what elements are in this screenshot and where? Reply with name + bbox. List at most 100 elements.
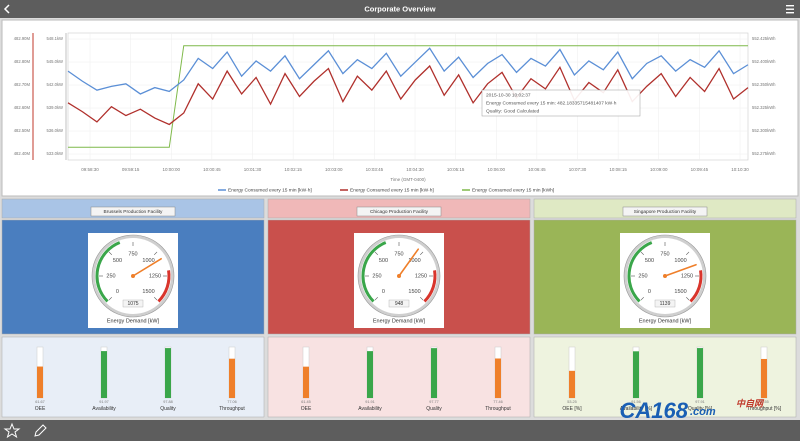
kpi-panel [267,336,531,418]
gauge-value: 1075 [127,301,138,307]
gauge-needle [664,263,697,277]
gauge-band [689,270,703,303]
kpi-label: Availability [358,406,382,412]
kpi-label: OEE [35,406,46,412]
y-axis-label: 552.325kWh [752,105,776,110]
gauge-tick [686,251,690,255]
y-axis-label: 482.40M [14,151,31,156]
gauge-band [627,241,653,303]
facility-title-box [90,206,176,217]
facility-title-box [622,206,708,217]
gauge-band [95,241,121,303]
kpi-value: 91.91 [365,400,375,404]
kpi-value: 76.55 [759,400,769,404]
gauge-label: Energy Demand [kW] [107,318,160,324]
legend-label: Energy Consumed every 15 min [kW·h] [350,187,434,193]
gauge-tick-label: 1500 [674,289,686,295]
gauge-tick [108,297,112,301]
gauge-hub [663,274,667,278]
gauge-tick [154,251,158,255]
gauge-tick-label: 500 [645,258,654,264]
gauge-value-box [122,299,144,308]
gauge-tick-label: 500 [379,258,388,264]
gauge-tick-label: 1000 [142,258,154,264]
kpi-label: Quality [160,406,176,412]
kpi-bar [431,348,437,398]
kpi-label: Throughput [%] [747,406,782,412]
x-tick-label: 10:08:15 [609,167,627,172]
kpi-bar [229,358,235,398]
kpi-bar [37,366,43,398]
watermark-brand: CA168 [620,398,689,423]
x-tick-label: 10:03:00 [325,167,343,172]
tooltip-box [481,89,641,117]
x-tick-label: 10:06:00 [487,167,505,172]
x-tick-label: 10:03:45 [366,167,384,172]
gauge-tick-label: 1500 [408,289,420,295]
y-axis-label: 545.0kW [46,59,63,64]
back-button[interactable] [3,4,10,14]
menu-line [786,5,794,7]
bottom-bar [0,420,800,441]
kpi-bar [165,348,171,398]
gauge-tick-label: 1250 [681,273,693,279]
facility-title: Singapore Production Facility [634,209,697,215]
gauge-tick-label: 1000 [674,258,686,264]
gauge-tick [420,297,424,301]
gauge-tick [374,251,378,255]
y-axis-label: 542.0kW [46,82,63,87]
gauge-tick-label: 750 [128,251,137,257]
x-tick-label: 10:09:45 [691,167,709,172]
edit-button[interactable] [34,424,47,437]
gauge-tick-label: 250 [106,273,115,279]
facility-title-box [356,206,442,217]
x-tick-label: 10:00:45 [203,167,221,172]
x-tick-label: 10:04:30 [406,167,424,172]
kpi-label: Throughput [485,406,511,412]
facility-title: Chicago Production Facility [370,209,429,215]
x-tick-label: 10:06:45 [528,167,546,172]
kpi-bar [761,358,767,398]
favorite-button[interactable] [3,422,21,439]
y-axis-label: 482.50M [14,128,31,133]
gauge-label: Energy Demand [kW] [373,318,426,324]
gauge-tick-label: 0 [648,289,651,295]
menu-line [786,8,794,10]
y-axis-label: 552.275kWh [752,151,776,156]
kpi-bar [495,358,501,398]
series-line [67,47,749,95]
y-axis-label: 482.60M [14,105,31,110]
y-axis-label: 552.300kWh [752,128,776,133]
kpi-label: Throughput [219,406,245,412]
x-tick-label: 09:59:15 [122,167,140,172]
gauge-band [361,241,387,303]
kpi-value: 91.97 [99,400,109,404]
kpi-value: 91.56 [631,400,641,404]
menu-button[interactable] [786,5,794,14]
gauge-band [157,270,171,303]
gauge-tick-label: 0 [382,289,385,295]
gauge-hub [397,274,401,278]
watermark-domain: .com [690,406,716,418]
tooltip: 2015-10-30 10:02:37 Energy Consumed ever… [481,89,641,117]
x-tick-label: 10:07:30 [569,167,587,172]
y-axis-label: 482.90M [14,36,31,41]
gauge-tick-label: 1500 [142,289,154,295]
kpi-bar [633,351,639,398]
kpi-value: 77.06 [227,400,237,404]
kpi-bar [569,370,575,398]
y-axis-label: 533.0kW [46,151,63,156]
y-axis-label: 552.425kWh [752,36,776,41]
kpi-value: 97.91 [695,400,705,404]
kpi-label: Quality [426,406,442,412]
kpi-value: 77.46 [493,400,503,404]
gauge-value-box [654,299,676,308]
x-tick-label: 10:00:00 [162,167,180,172]
gauge-tick [640,297,644,301]
legend-label: Energy Consumed every 15 min [kWh] [472,187,554,193]
kpi-panel [533,336,797,418]
gauge-tick-label: 0 [116,289,119,295]
gauge-label: Energy Demand [kW] [639,318,692,324]
gauge-tick-label: 1000 [408,258,420,264]
